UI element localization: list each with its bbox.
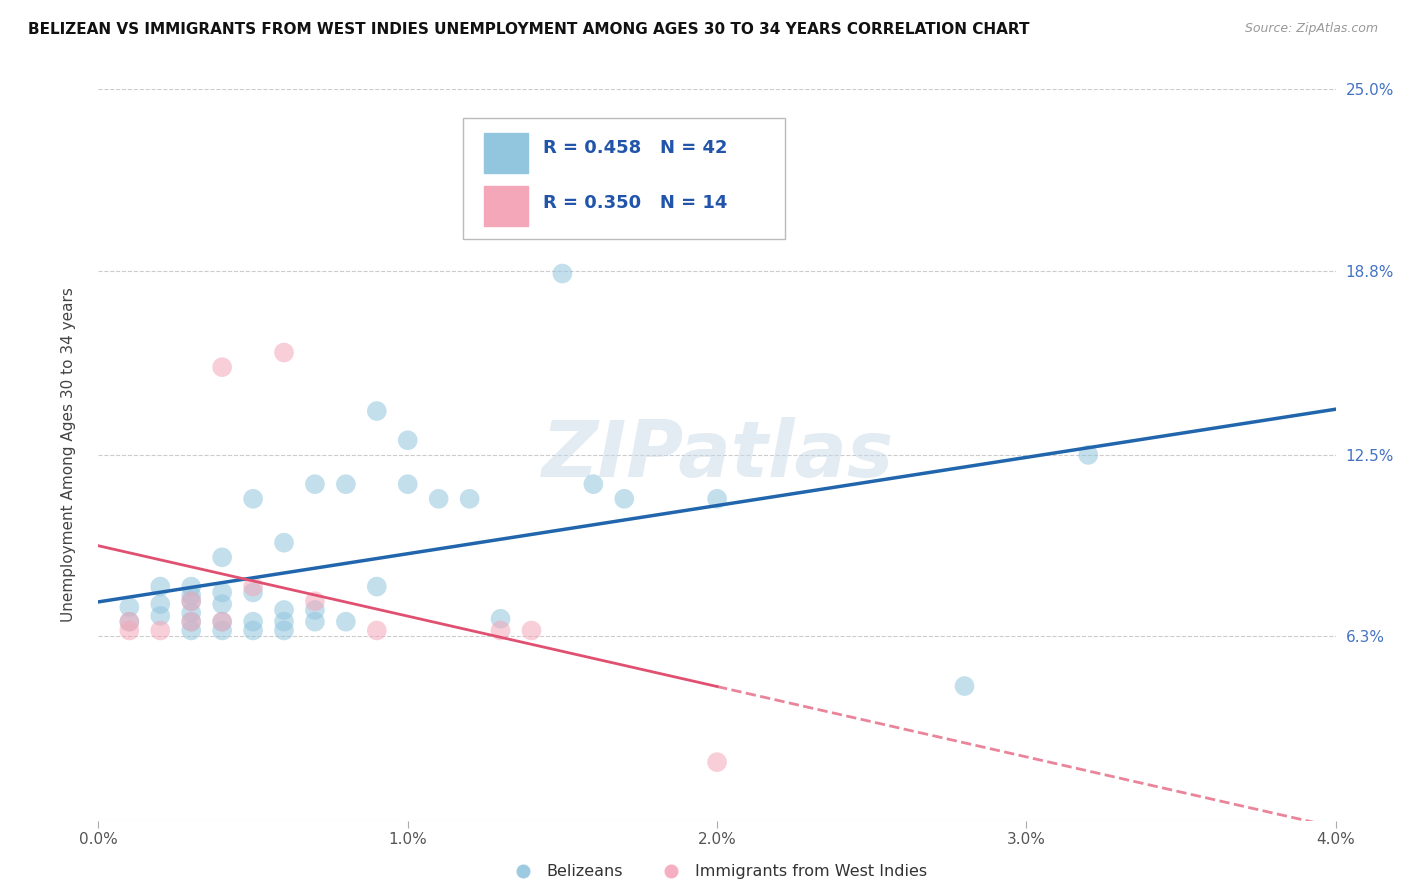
- Point: [180, 606, 202, 620]
- Bar: [485, 186, 527, 227]
- Point: [489, 612, 512, 626]
- Point: [335, 615, 357, 629]
- Point: [118, 624, 141, 638]
- Point: [366, 404, 388, 418]
- Point: [242, 585, 264, 599]
- Point: [273, 624, 295, 638]
- Point: [427, 491, 450, 506]
- Point: [211, 624, 233, 638]
- Point: [118, 600, 141, 615]
- Point: [582, 477, 605, 491]
- Text: ZIPatlas: ZIPatlas: [541, 417, 893, 493]
- Point: [273, 603, 295, 617]
- Point: [118, 615, 141, 629]
- Point: [149, 580, 172, 594]
- Point: [149, 608, 172, 623]
- Point: [953, 679, 976, 693]
- Legend: Belizeans, Immigrants from West Indies: Belizeans, Immigrants from West Indies: [501, 858, 934, 886]
- Point: [211, 360, 233, 375]
- Point: [180, 588, 202, 602]
- Point: [211, 550, 233, 565]
- Point: [180, 615, 202, 629]
- Point: [242, 580, 264, 594]
- Point: [180, 615, 202, 629]
- Point: [211, 615, 233, 629]
- Point: [396, 434, 419, 448]
- Point: [149, 597, 172, 611]
- Point: [335, 477, 357, 491]
- Point: [242, 624, 264, 638]
- Point: [551, 267, 574, 281]
- Point: [180, 594, 202, 608]
- Text: R = 0.458   N = 42: R = 0.458 N = 42: [543, 139, 727, 157]
- Point: [149, 624, 172, 638]
- Point: [304, 603, 326, 617]
- Point: [396, 477, 419, 491]
- Point: [242, 491, 264, 506]
- Point: [211, 597, 233, 611]
- Point: [1077, 448, 1099, 462]
- Point: [180, 580, 202, 594]
- Y-axis label: Unemployment Among Ages 30 to 34 years: Unemployment Among Ages 30 to 34 years: [60, 287, 76, 623]
- Point: [211, 615, 233, 629]
- Text: BELIZEAN VS IMMIGRANTS FROM WEST INDIES UNEMPLOYMENT AMONG AGES 30 TO 34 YEARS C: BELIZEAN VS IMMIGRANTS FROM WEST INDIES …: [28, 22, 1029, 37]
- Bar: [485, 133, 527, 173]
- Point: [180, 624, 202, 638]
- FancyBboxPatch shape: [464, 119, 785, 239]
- Point: [489, 624, 512, 638]
- Point: [273, 615, 295, 629]
- Text: R = 0.350   N = 14: R = 0.350 N = 14: [543, 194, 727, 211]
- Point: [458, 491, 481, 506]
- Point: [304, 594, 326, 608]
- Text: Source: ZipAtlas.com: Source: ZipAtlas.com: [1244, 22, 1378, 36]
- Point: [211, 585, 233, 599]
- Point: [304, 615, 326, 629]
- Point: [520, 624, 543, 638]
- Point: [706, 491, 728, 506]
- Point: [118, 615, 141, 629]
- Point: [242, 615, 264, 629]
- Point: [304, 477, 326, 491]
- Point: [613, 491, 636, 506]
- Point: [273, 535, 295, 549]
- Point: [366, 624, 388, 638]
- Point: [706, 755, 728, 769]
- Point: [366, 580, 388, 594]
- Point: [273, 345, 295, 359]
- Point: [180, 594, 202, 608]
